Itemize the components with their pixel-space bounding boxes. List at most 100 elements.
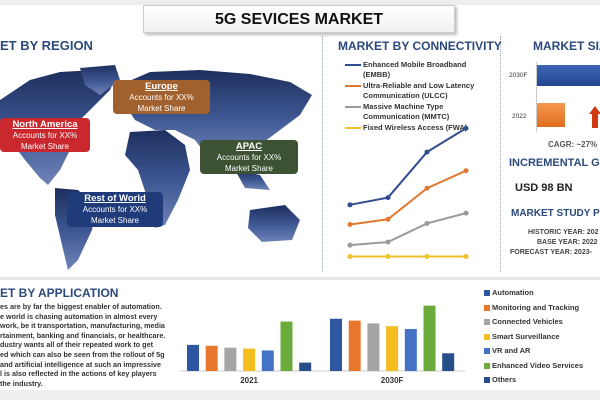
legend-item-ulcc: Ultra-Reliable and Low Latency Communicat… <box>345 81 500 101</box>
page-title: 5G SEVICES MARKET <box>143 5 455 33</box>
legend-item: Smart Surveillance <box>484 332 583 347</box>
paragraph-line: dustry wants all of their repeated work … <box>0 340 153 350</box>
region-text: Market Share <box>137 104 186 113</box>
region-box-north-america: North America Accounts for XX% Market Sh… <box>0 118 90 152</box>
bar-2021-3 <box>243 348 256 371</box>
region-name: APAC <box>235 141 263 152</box>
legend-label: Monitoring and Tracking <box>492 302 580 312</box>
legend-label: Connected Vehicles <box>492 317 563 326</box>
bar-2030F-3 <box>386 326 399 371</box>
cagr-text: CAGR: ~27% <box>548 140 598 149</box>
bar-2021-4 <box>261 350 274 371</box>
region-box-apac: APAC Accounts for XX% Market Share <box>200 140 298 174</box>
data-point <box>463 125 469 131</box>
legend-line-icon <box>345 127 361 130</box>
paragraph-line: ed which can also be seen from the rollo… <box>0 349 165 359</box>
legend-label: Fixed Wireless Access (FWA) <box>363 123 468 132</box>
region-text: Accounts for XX% <box>129 93 194 102</box>
region-name: Rest of World <box>84 193 146 204</box>
data-point <box>424 220 430 226</box>
region-box-europe: Europe Accounts for XX% Market Share <box>113 80 210 114</box>
incremental-growth-heading: INCREMENTAL GRO <box>509 157 600 169</box>
data-point <box>347 242 353 248</box>
legend-item: Others <box>484 375 583 390</box>
legend-item: VR and AR <box>484 346 583 361</box>
legend-swatch-icon <box>484 319 490 326</box>
bar-2030F-4 <box>404 329 417 371</box>
growth-arrow-icon <box>589 106 600 128</box>
incremental-growth-value: USD 98 BN <box>515 182 573 194</box>
data-point <box>424 149 430 155</box>
series-line-1 <box>349 169 467 226</box>
region-box-rest-of-world: Rest of World Accounts for XX% Market Sh… <box>67 192 163 227</box>
section-divider <box>0 277 600 280</box>
historic-year: HISTORIC YEAR: 202 <box>528 229 599 236</box>
data-point <box>347 254 353 260</box>
data-point <box>347 221 353 227</box>
legend-item-mmtc: Massive Machine Type Communication (MMTC) <box>345 102 500 122</box>
paragraph-line: l is also reflected in the actions of ke… <box>0 369 157 379</box>
region-heading: ET BY REGION <box>0 38 93 53</box>
application-heading: ET BY APPLICATION <box>0 286 119 300</box>
bar-2030F-6 <box>442 353 455 371</box>
bar-2021-6 <box>299 362 312 371</box>
legend-item: Automation <box>484 288 583 303</box>
data-point <box>385 195 391 201</box>
data-point <box>424 254 430 260</box>
market-size-heading: MARKET SIZI <box>533 39 600 53</box>
market-size-bar-2030f <box>537 65 600 86</box>
market-size-bar-2022 <box>537 103 566 127</box>
base-year: BASE YEAR: 2022 <box>537 239 598 246</box>
legend-item: Enhanced Video Services <box>484 361 583 376</box>
divider <box>322 36 323 272</box>
legend-label: Enhanced Video Services <box>492 360 584 370</box>
bottom-band <box>0 390 600 400</box>
x-tick-label: 2021 <box>240 376 258 385</box>
legend-label: Enhanced Mobile Broadband <box>363 60 467 69</box>
connectivity-line-chart <box>347 125 469 260</box>
top-band <box>0 0 600 5</box>
bar-2030F-5 <box>423 305 436 371</box>
study-period-heading: MARKET STUDY PE <box>511 208 600 219</box>
paragraph-line: the industry. <box>0 378 43 388</box>
bar-2021-0 <box>187 344 199 371</box>
region-text: Accounts for XX% <box>82 205 148 214</box>
forecast-year: FORECAST YEAR: 2023- <box>510 249 592 256</box>
sea-islands-shape <box>235 170 270 190</box>
bar-label-2022: 2022 <box>512 113 527 120</box>
legend-label: Ultra-Reliable and Low Latency <box>363 81 475 90</box>
series-line-0 <box>349 127 467 206</box>
greenland-shape <box>80 65 120 95</box>
bar-label-2030f: 2030F <box>509 72 528 79</box>
legend-item: Connected Vehicles <box>484 317 583 332</box>
legend-label: (EMBB) <box>363 70 391 79</box>
data-point <box>385 254 391 260</box>
application-legend: Automation Monitoring and Tracking Connect… <box>484 288 583 390</box>
paragraph-line: rtainment, banking and financials, or he… <box>0 330 166 340</box>
legend-line-icon <box>345 85 361 88</box>
data-point <box>463 254 469 260</box>
bar-2021-2 <box>224 347 237 371</box>
data-point <box>424 185 430 191</box>
region-name: Europe <box>145 81 178 92</box>
paragraph-line: and artificial intelligence at such an i… <box>0 359 161 369</box>
legend-label: Automation <box>492 288 534 297</box>
x-tick-label: 2030F <box>381 376 404 385</box>
bar-2030F-0 <box>330 318 342 371</box>
application-paragraph: es are by far the biggest enabler of aut… <box>0 302 190 388</box>
bar-2030F-2 <box>367 323 380 371</box>
region-text: Market Share <box>224 164 274 173</box>
legend-label: Communication (ULCC) <box>363 91 448 100</box>
region-text: Accounts for XX% <box>216 153 282 162</box>
africa-shape <box>125 130 190 228</box>
application-bar-chart: 2021 2030F <box>180 305 465 385</box>
bar-2030F-1 <box>348 320 361 371</box>
paragraph-line: e world is chasing automation in almost … <box>0 311 158 321</box>
legend-swatch-icon <box>484 348 490 355</box>
connectivity-legend: Enhanced Mobile Broadband (EMBB) Ultra-Re… <box>345 60 500 133</box>
legend-item-embb: Enhanced Mobile Broadband (EMBB) <box>345 60 500 80</box>
paragraph-line: work, be it transportation, manufacturin… <box>0 321 165 331</box>
region-text: Market Share <box>90 216 140 225</box>
data-point <box>463 210 469 216</box>
legend-item: Monitoring and Tracking <box>484 303 583 318</box>
